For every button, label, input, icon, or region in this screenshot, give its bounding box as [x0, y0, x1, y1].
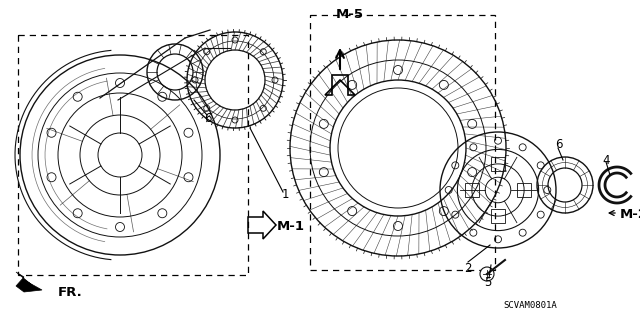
Text: 6: 6 [556, 138, 563, 152]
Text: 2: 2 [464, 262, 472, 275]
Text: M-5: M-5 [336, 9, 364, 21]
Text: FR.: FR. [58, 286, 83, 299]
Circle shape [480, 267, 494, 281]
Bar [18, 35, 248, 275]
Text: 4: 4 [602, 153, 610, 167]
Text: 1: 1 [281, 189, 289, 202]
Text: M-2: M-2 [620, 209, 640, 221]
Polygon shape [16, 272, 42, 292]
Text: 5: 5 [484, 277, 492, 290]
Text: 6: 6 [204, 112, 212, 124]
Bar [310, 15, 495, 270]
Text: SCVAM0801A: SCVAM0801A [503, 300, 557, 309]
Text: M-1: M-1 [277, 220, 305, 234]
